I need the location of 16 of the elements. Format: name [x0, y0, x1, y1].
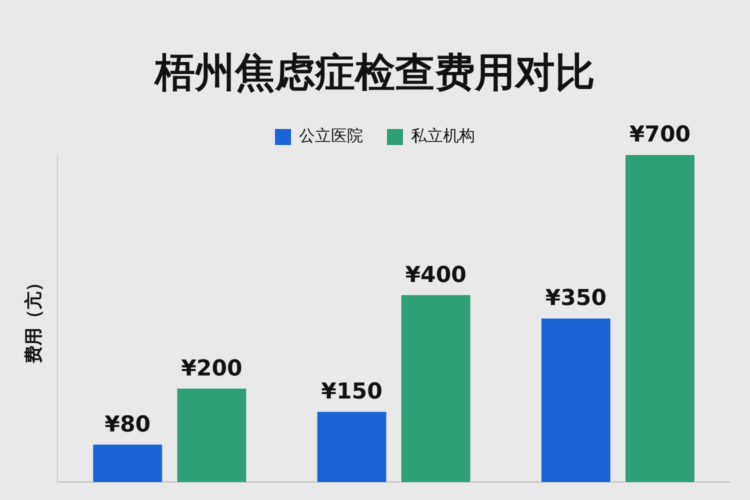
bar [401, 295, 470, 482]
data-label: ¥400 [405, 262, 466, 288]
y-axis-title: 费用（亢） [23, 274, 44, 364]
data-label: ¥200 [181, 356, 242, 382]
data-label: ¥350 [545, 286, 607, 312]
data-label: ¥80 [104, 412, 151, 438]
data-label: ¥700 [629, 122, 691, 148]
bar [317, 412, 386, 482]
legend-label: 私立机构 [411, 126, 475, 146]
data-label: ¥150 [321, 380, 382, 405]
bar [93, 444, 162, 482]
bar [626, 155, 694, 482]
legend-label: 公立医院 [299, 126, 363, 146]
bar [177, 388, 246, 482]
bar [541, 318, 610, 482]
chart-title: 梧州焦虑症检查费用对比 [153, 49, 596, 98]
